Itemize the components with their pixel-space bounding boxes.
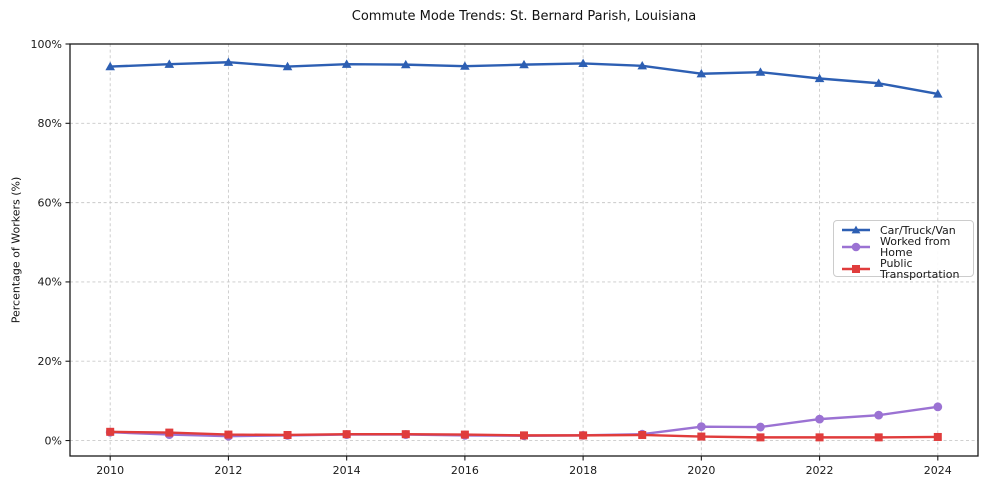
data-point	[638, 430, 647, 439]
data-point	[223, 57, 234, 66]
data-point	[814, 73, 825, 83]
data-point	[756, 433, 765, 442]
data-point	[401, 430, 410, 439]
data-point	[400, 59, 411, 69]
axes-spines	[69, 43, 979, 457]
y-tick-label: 20%	[38, 355, 62, 368]
data-point	[519, 59, 529, 69]
data-point	[874, 433, 883, 442]
legend-label: Public Transportation	[880, 257, 960, 281]
data-point	[873, 78, 884, 87]
y-tick-label: 60%	[38, 196, 62, 209]
legend-swatch-triangle-icon	[842, 225, 870, 234]
data-point	[224, 430, 233, 439]
data-point	[697, 432, 706, 441]
chart-title: Commute Mode Trends: St. Bernard Parish,…	[351, 9, 697, 24]
legend-label: Car/Truck/Van	[880, 223, 956, 237]
data-point	[579, 431, 588, 440]
x-tick-label: 2014	[333, 464, 361, 477]
legend-item: Car/Truck/Van	[840, 224, 967, 236]
legend-marker	[851, 242, 861, 252]
data-point	[637, 61, 648, 70]
x-tick-label: 2010	[96, 464, 124, 477]
x-tick-label: 2020	[687, 464, 715, 477]
data-point	[755, 67, 766, 76]
x-tick-label: 2024	[924, 464, 952, 477]
data-point	[578, 58, 588, 68]
series-car-truck-van	[105, 57, 943, 98]
data-point	[165, 428, 174, 437]
legend-item: Public Transportation	[840, 258, 967, 280]
data-point	[341, 59, 352, 68]
series-public-transportation	[106, 427, 942, 442]
y-tick-label: 0%	[45, 434, 62, 447]
grid	[70, 43, 978, 456]
data-point	[164, 59, 175, 68]
data-point	[342, 430, 351, 439]
data-point	[105, 61, 115, 71]
data-point	[460, 61, 470, 70]
legend-swatch-circle-icon	[842, 242, 870, 252]
data-point	[460, 430, 469, 439]
y-tick-label: 100%	[31, 38, 62, 51]
legend: Car/Truck/Van Worked from Home Public Tran…	[833, 220, 974, 280]
data-point	[520, 431, 528, 440]
legend-label: Worked from Home	[880, 235, 951, 259]
x-tick-label: 2018	[569, 464, 597, 477]
legend-swatch-square-icon	[842, 265, 870, 273]
data-point	[815, 414, 824, 424]
data-point	[874, 410, 884, 420]
legend-item: Worked from Home	[840, 236, 967, 258]
x-tick-label: 2016	[451, 464, 479, 477]
data-point	[933, 432, 942, 441]
data-point	[282, 61, 293, 71]
legend-marker	[851, 225, 861, 234]
data-point	[106, 427, 115, 436]
data-point	[283, 430, 292, 439]
y-tick-label: 40%	[38, 276, 62, 289]
y-tick-label: 80%	[38, 117, 62, 130]
data-point	[933, 402, 943, 412]
data-point	[933, 89, 943, 98]
x-tick-label: 2022	[806, 464, 834, 477]
data-point	[696, 422, 706, 432]
data-point	[696, 68, 707, 78]
legend-marker	[852, 265, 860, 273]
data-point	[815, 433, 824, 442]
data-point	[756, 422, 765, 432]
x-tick-label: 2012	[214, 464, 242, 477]
ticks: 2010 2012 2014 2016 2018 2020 2022 2024 0% 20% 40%…	[31, 38, 952, 477]
